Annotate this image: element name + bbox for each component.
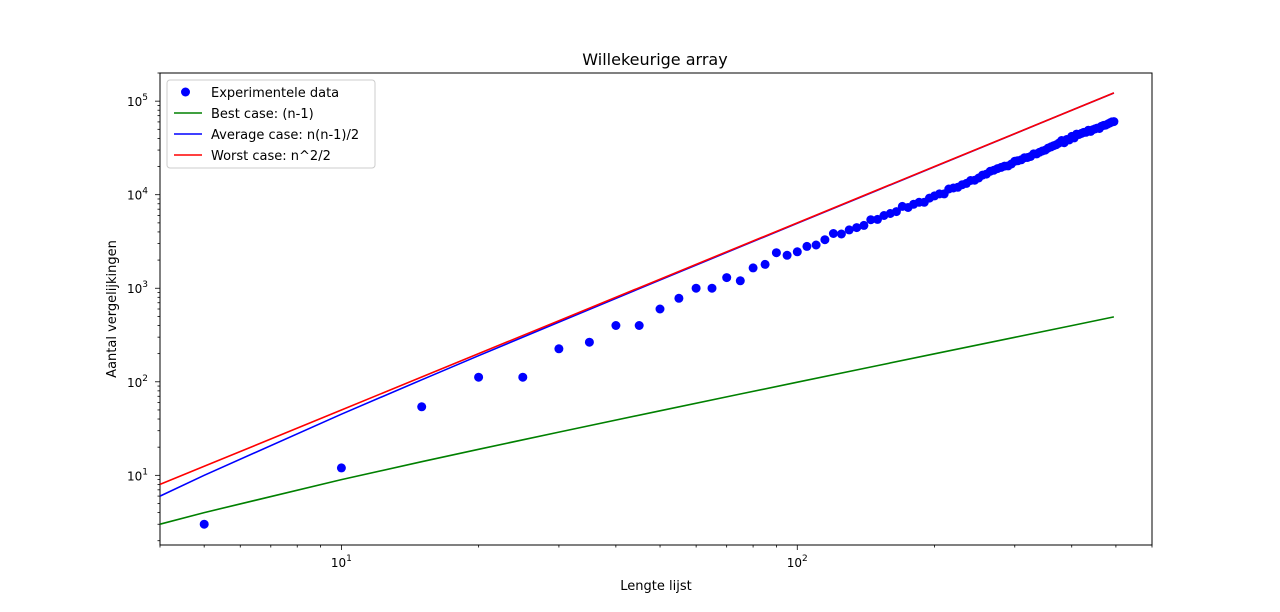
legend-label-experimental: Experimentele data: [211, 86, 339, 101]
y-tick-label-1: 102: [127, 374, 148, 390]
data-point-29: [873, 214, 882, 224]
chart-title: Willekeurige array: [582, 50, 727, 69]
series-line-2: [159, 92, 1115, 486]
legend-label-worst: Worst case: n^2/2: [211, 149, 331, 164]
data-point-19: [792, 247, 802, 257]
data-point-18: [782, 250, 792, 260]
data-point-24: [836, 229, 846, 239]
y-tick-label-0: 101: [127, 467, 148, 483]
x-tick-label-1: 102: [787, 554, 808, 570]
data-point-9: [655, 304, 665, 314]
data-point-6: [584, 337, 594, 347]
data-point-2: [417, 402, 427, 412]
data-point-26: [852, 223, 862, 233]
data-point-3: [474, 372, 484, 382]
legend-box: [166, 79, 376, 169]
series-line-0: [159, 316, 1115, 525]
x-axis-label: Lengte lijst: [620, 579, 691, 594]
x-axis-ticks: 101 102: [159, 545, 1153, 570]
data-point-22: [820, 235, 830, 245]
y-axis-ticks: 101 102 103 104 105: [127, 72, 160, 542]
y-tick-label-3: 104: [127, 187, 148, 203]
data-point-10: [674, 293, 684, 303]
data-point-27: [859, 220, 869, 230]
legend-marker-experimental: [181, 87, 190, 97]
data-point-32: [891, 207, 901, 217]
legend: Experimentele data Best case: (n-1) Aver…: [166, 79, 376, 169]
data-point-23: [828, 229, 838, 238]
data-point-20: [802, 241, 812, 251]
data-point-21: [811, 240, 821, 250]
data-point-12: [707, 283, 717, 293]
data-point-7: [611, 321, 621, 330]
data-point-14: [735, 276, 745, 286]
data-point-16: [760, 259, 770, 269]
x-tick-label-0: 101: [331, 554, 352, 570]
data-point-8: [634, 321, 644, 330]
legend-label-best: Best case: (n-1): [211, 107, 314, 122]
y-tick-label-2: 103: [127, 280, 148, 296]
data-point-1: [336, 463, 346, 473]
data-point-28: [866, 215, 876, 225]
data-point-11: [691, 283, 701, 293]
y-axis-label: Aantal vergelijkingen: [105, 240, 120, 378]
data-point-5: [554, 344, 564, 354]
data-point-15: [748, 263, 758, 273]
data-point-98: [1109, 117, 1119, 127]
data-point-0: [199, 519, 209, 529]
scatter-points: [199, 117, 1119, 529]
y-tick-label-4: 105: [127, 93, 148, 109]
data-point-25: [844, 225, 854, 235]
series-lines: [159, 92, 1115, 525]
data-point-4: [518, 372, 528, 382]
legend-label-average: Average case: n(n-1)/2: [211, 128, 359, 143]
data-point-17: [771, 248, 781, 258]
data-point-13: [722, 273, 732, 283]
